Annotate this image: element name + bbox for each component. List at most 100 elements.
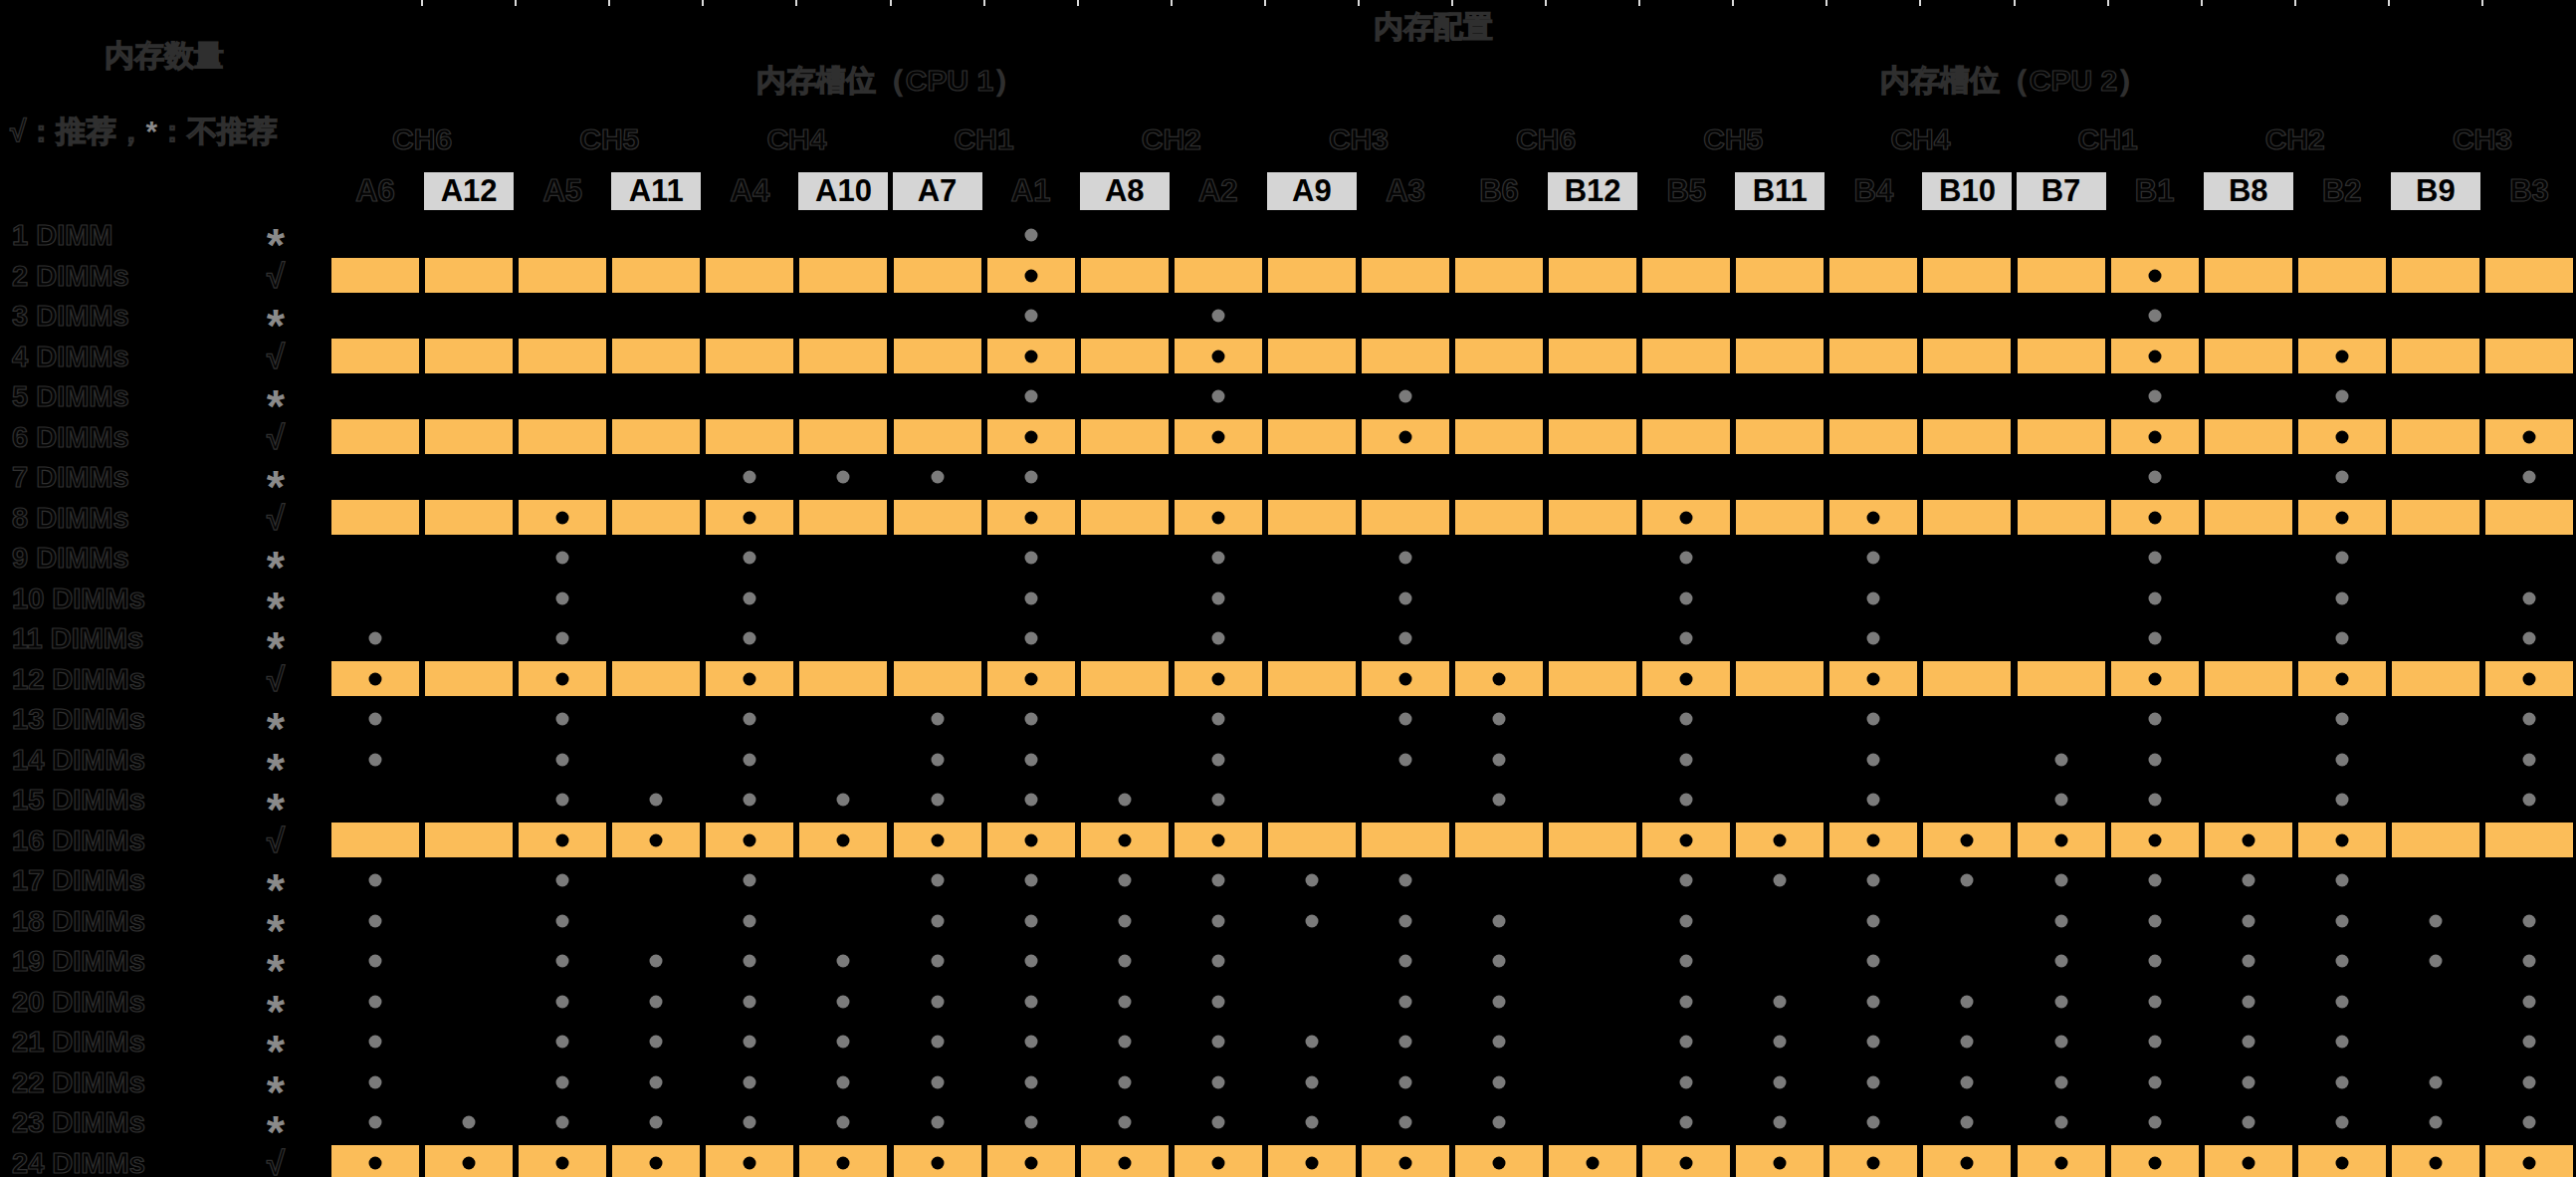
- column-tick: [1451, 0, 1453, 6]
- row-label: 17 DIMMs: [12, 860, 145, 900]
- row-label: 24 DIMMs: [12, 1143, 145, 1177]
- dimm-dot: [931, 794, 944, 807]
- channel-label: CH4: [766, 122, 826, 156]
- dimm-dot: [1493, 794, 1506, 807]
- dimm-dot: [837, 1156, 850, 1169]
- recommended-row-cell: [1175, 258, 1262, 293]
- recommended-row-cell: [1081, 258, 1169, 293]
- dimm-dot: [369, 995, 382, 1008]
- recommended-row-cell: [2205, 339, 2292, 373]
- recommended-row-cell: [519, 258, 606, 293]
- dimm-dot: [2335, 672, 2348, 685]
- dimm-dot: [2148, 310, 2161, 323]
- dimm-dot: [1680, 833, 1693, 846]
- dimm-dot: [1211, 1075, 1224, 1088]
- dimm-dot: [1867, 1036, 1880, 1049]
- recommended-row-cell: [1549, 661, 1636, 696]
- channel-label: CH5: [579, 122, 639, 156]
- dimm-dot: [837, 833, 850, 846]
- dimm-dot: [1774, 1075, 1787, 1088]
- slot-label: B1: [2110, 172, 2200, 210]
- dimm-dot: [744, 794, 756, 807]
- dimm-dot: [1774, 1156, 1787, 1169]
- recommended-row-cell: [1642, 339, 1730, 373]
- dimm-dot: [1867, 833, 1880, 846]
- dimm-dot: [837, 794, 850, 807]
- dimm-dot: [1211, 794, 1224, 807]
- dimm-dot: [1211, 672, 1224, 685]
- dimm-dot: [2429, 1075, 2442, 1088]
- recommended-row-cell: [2018, 258, 2105, 293]
- dimm-dot: [2242, 1116, 2254, 1129]
- recommended-row-cell: [1549, 500, 1636, 535]
- dimm-dot: [2335, 471, 2348, 484]
- dimm-dot: [2429, 1156, 2442, 1169]
- dimm-dot: [2054, 955, 2067, 968]
- recommended-row-cell: [894, 339, 981, 373]
- recommended-row-cell: [894, 500, 981, 535]
- dimm-dot: [1867, 955, 1880, 968]
- recommended-row-cell: [799, 500, 887, 535]
- column-tick: [2481, 0, 2483, 6]
- dimm-dot: [2335, 632, 2348, 645]
- dimm-dot: [1493, 672, 1506, 685]
- dimm-dot: [650, 1116, 663, 1129]
- dimm-dot: [1024, 753, 1037, 766]
- column-tick: [1171, 0, 1173, 6]
- recommended-row-cell: [612, 258, 700, 293]
- recommended-row-cell: [1268, 258, 1356, 293]
- dimm-dot: [931, 1036, 944, 1049]
- dimm-dot: [556, 1116, 569, 1129]
- dimm-dot: [2054, 794, 2067, 807]
- recommended-row-cell: [706, 419, 793, 454]
- dimm-dot: [2054, 1075, 2067, 1088]
- recommended-row-cell: [1455, 258, 1543, 293]
- dimm-dot: [556, 511, 569, 524]
- dimm-dot: [2148, 1036, 2161, 1049]
- dimm-dot: [1024, 955, 1037, 968]
- recommended-row-cell: [2018, 339, 2105, 373]
- dimm-dot: [1118, 874, 1131, 887]
- dimm-dot: [369, 955, 382, 968]
- column-tick: [2201, 0, 2203, 6]
- slot-label: A5: [518, 172, 607, 210]
- dimm-dot: [1867, 753, 1880, 766]
- cpu1-header: 内存槽位（CPU 1）: [756, 61, 1023, 102]
- quantity-column-header: 内存数量: [105, 36, 224, 77]
- recommended-mark: √: [267, 259, 285, 292]
- dimm-dot: [1024, 350, 1037, 362]
- dimm-dot: [1867, 632, 1880, 645]
- slot-label: A4: [705, 172, 794, 210]
- dimm-dot: [2522, 1036, 2535, 1049]
- recommended-row-cell: [2485, 339, 2573, 373]
- recommended-row-cell: [1268, 500, 1356, 535]
- dimm-dot: [1774, 1036, 1787, 1049]
- dimm-dot: [1398, 753, 1411, 766]
- dimm-dot: [650, 995, 663, 1008]
- dimm-dot: [1680, 511, 1693, 524]
- dimm-dot: [1024, 591, 1037, 604]
- dimm-dot: [650, 955, 663, 968]
- recommended-row-cell: [612, 419, 700, 454]
- dimm-dot: [556, 672, 569, 685]
- dimm-dot: [2335, 955, 2348, 968]
- dimm-dot: [1398, 1075, 1411, 1088]
- row-label: 5 DIMMs: [12, 376, 129, 416]
- slot-label: B3: [2484, 172, 2574, 210]
- dimm-dot: [1867, 552, 1880, 565]
- dimm-dot: [556, 1036, 569, 1049]
- dimm-dot: [2054, 833, 2067, 846]
- column-tick: [1545, 0, 1547, 6]
- slot-label: A9: [1267, 172, 1357, 210]
- recommended-row-cell: [1455, 339, 1543, 373]
- dimm-dot: [1867, 914, 1880, 927]
- dimm-dot: [837, 995, 850, 1008]
- dimm-dot: [2335, 390, 2348, 403]
- dimm-dot: [2335, 552, 2348, 565]
- dimm-dot: [2429, 914, 2442, 927]
- recommended-row-cell: [1268, 419, 1356, 454]
- dimm-dot: [2242, 1156, 2254, 1169]
- dimm-dot: [556, 995, 569, 1008]
- dimm-dot: [1211, 1156, 1224, 1169]
- row-label: 12 DIMMs: [12, 659, 145, 699]
